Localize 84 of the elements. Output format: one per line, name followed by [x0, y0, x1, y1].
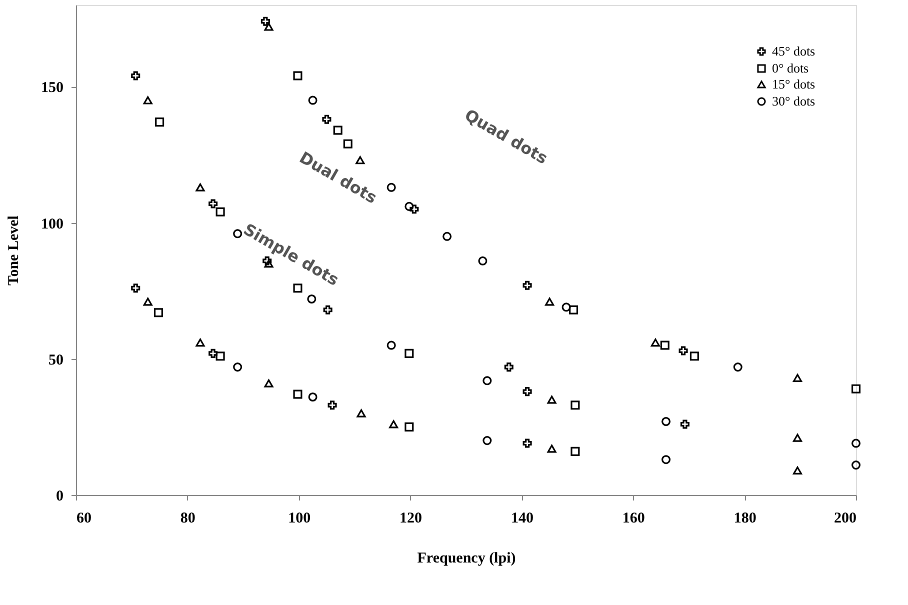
point	[323, 305, 332, 314]
point	[442, 232, 452, 241]
point	[662, 455, 671, 464]
point	[293, 71, 302, 80]
point	[690, 352, 699, 361]
point	[293, 390, 302, 399]
point	[404, 422, 414, 432]
point	[504, 362, 514, 372]
point	[328, 400, 337, 410]
point	[522, 280, 532, 290]
point	[216, 207, 225, 216]
x-axis-title: Frequency (lpi)	[417, 550, 516, 566]
point	[545, 298, 554, 306]
point	[522, 438, 532, 448]
point	[733, 362, 742, 372]
x-tick-label: 100	[288, 510, 311, 526]
point	[196, 338, 205, 347]
point	[662, 417, 671, 426]
point	[404, 348, 414, 358]
point	[131, 284, 140, 293]
point	[260, 16, 270, 26]
point	[208, 348, 218, 358]
point	[196, 183, 205, 192]
point	[389, 420, 398, 428]
y-tick-label: 50	[48, 352, 64, 368]
point	[356, 409, 366, 418]
x-tick-label: 180	[734, 510, 756, 526]
point	[482, 376, 492, 386]
x-tick-label: 160	[622, 510, 645, 526]
point	[386, 340, 396, 350]
point	[570, 400, 580, 410]
point	[478, 256, 488, 266]
point	[680, 420, 690, 429]
point	[233, 362, 242, 372]
point	[264, 379, 274, 388]
point	[851, 438, 861, 448]
point	[562, 302, 571, 312]
point	[792, 434, 802, 442]
x-tick-label: 200	[834, 510, 856, 526]
point	[155, 118, 164, 127]
legend-label: 45° dots	[772, 44, 816, 58]
point	[650, 338, 660, 347]
point	[233, 229, 242, 238]
point	[792, 466, 802, 475]
x-tick-label: 140	[510, 510, 534, 526]
point	[570, 446, 580, 456]
point	[131, 71, 140, 80]
point	[547, 444, 556, 453]
point	[678, 346, 688, 356]
y-tick-label: 100	[41, 216, 64, 232]
point	[143, 298, 152, 306]
point	[208, 199, 218, 208]
point	[386, 182, 396, 192]
point	[547, 396, 556, 404]
point	[216, 352, 225, 361]
point	[264, 22, 274, 31]
point	[143, 96, 152, 104]
point	[410, 204, 419, 214]
point	[792, 374, 802, 382]
point	[851, 460, 861, 470]
legend-label: 30° dots	[772, 94, 816, 108]
legend-label: 0° dots	[772, 60, 809, 76]
point	[307, 294, 316, 304]
y-axis-title: Tone Level	[6, 216, 22, 286]
point	[333, 126, 342, 135]
point	[343, 139, 352, 148]
point	[356, 156, 365, 164]
x-tick-label: 60	[76, 510, 92, 526]
point	[851, 384, 861, 394]
point	[569, 305, 578, 314]
y-tick-label: 150	[41, 80, 64, 96]
legend-label: 15° dots	[772, 76, 816, 92]
point	[293, 284, 302, 293]
point	[308, 96, 318, 105]
point	[322, 114, 332, 124]
point	[154, 308, 163, 318]
point	[308, 392, 318, 402]
point	[404, 202, 414, 211]
point	[660, 340, 670, 350]
x-tick-label: 120	[400, 510, 422, 526]
y-tick-label: 0	[56, 488, 64, 504]
point	[482, 436, 492, 446]
x-tick-label: 80	[180, 510, 196, 526]
point	[522, 387, 532, 396]
